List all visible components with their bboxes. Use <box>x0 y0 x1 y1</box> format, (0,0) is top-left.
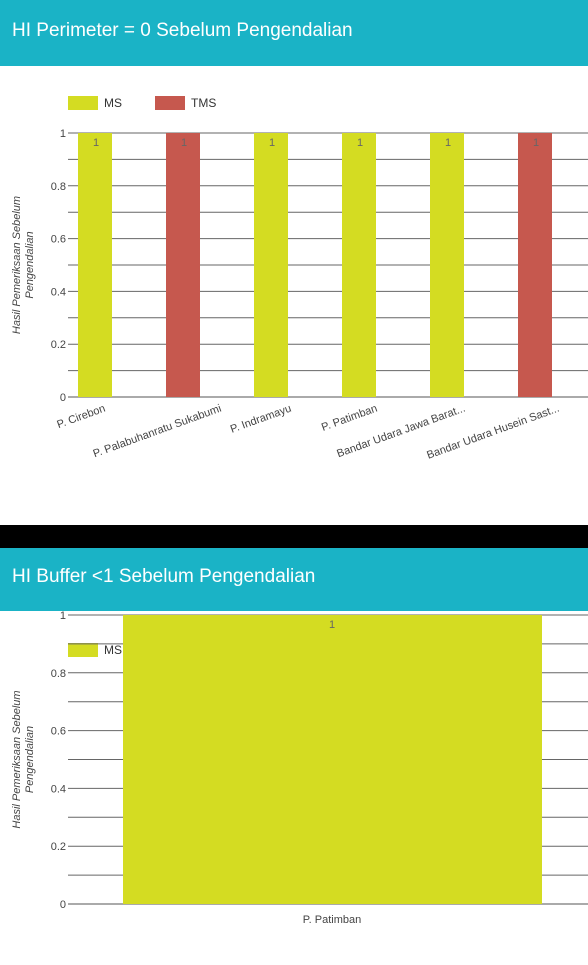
data-label: 1 <box>269 137 275 149</box>
legend-label-ms: MS <box>104 96 122 110</box>
legend-label-ms: MS <box>104 643 122 657</box>
y-tick-label: 0.6 <box>51 234 66 246</box>
bar-tms <box>518 133 552 397</box>
bar-tms <box>166 133 200 397</box>
chart-panel-perimeter: HI Perimeter = 0 Sebelum Pengendalian MS… <box>0 0 588 525</box>
chart-header: HI Buffer <1 Sebelum Pengendalian <box>0 548 588 611</box>
data-label: 1 <box>445 137 451 149</box>
y-tick-label: 0.2 <box>51 841 66 853</box>
data-label: 1 <box>357 137 363 149</box>
legend-label-tms: TMS <box>191 96 216 110</box>
bar-ms <box>342 133 376 397</box>
data-label: 1 <box>329 619 335 631</box>
y-tick-label: 0.4 <box>51 783 66 795</box>
bar-ms <box>123 615 542 904</box>
bar-ms <box>430 133 464 397</box>
y-axis-title-line2: Pengendalian <box>24 726 36 793</box>
y-tick-label: 0.8 <box>51 668 66 680</box>
y-axis-title: Hasil Pemeriksaan Sebelum <box>11 196 23 334</box>
y-tick-label: 0.6 <box>51 726 66 738</box>
legend-swatch-tms <box>155 96 185 110</box>
chart-panel-buffer: HI Buffer <1 Sebelum Pengendalian MS 0 0.2… <box>0 548 588 965</box>
y-tick-label: 0.8 <box>51 181 66 193</box>
y-axis-title-line2: Pengendalian <box>24 231 36 298</box>
y-axis-title: Hasil Pemeriksaan Sebelum <box>11 690 23 828</box>
data-label: 1 <box>181 137 187 149</box>
x-tick-label: P. Patimban <box>320 403 379 434</box>
y-tick-label: 0.2 <box>51 339 66 351</box>
y-tick-label: 1 <box>60 128 66 140</box>
data-label: 1 <box>533 137 539 149</box>
x-tick-label: P. Cirebon <box>55 403 107 432</box>
chart-header: HI Perimeter = 0 Sebelum Pengendalian <box>0 0 588 66</box>
y-tick-label: 0 <box>60 392 66 404</box>
bar-chart-perimeter: MS TMS 0 0.2 0.4 0.6 0.8 1 Hasil Pemeriksaan Seb… <box>11 96 588 462</box>
y-tick-label: 1 <box>60 611 66 622</box>
x-tick-label: P. Patimban <box>303 914 362 926</box>
bar-ms <box>254 133 288 397</box>
legend-swatch-ms <box>68 96 98 110</box>
y-tick-label: 0.4 <box>51 286 66 298</box>
x-tick-label: P. Indramayu <box>229 403 293 436</box>
bar-ms <box>78 133 112 397</box>
y-tick-label: 0 <box>60 899 66 911</box>
data-label: 1 <box>93 137 99 149</box>
legend-swatch-ms <box>68 643 98 657</box>
x-tick-label: P. Palabuhanratu Sukabumi <box>92 403 223 461</box>
bar-chart-buffer: MS 0 0.2 0.4 0.6 0.8 1 Hasil Pemeriksaan Sebelu… <box>11 611 588 926</box>
